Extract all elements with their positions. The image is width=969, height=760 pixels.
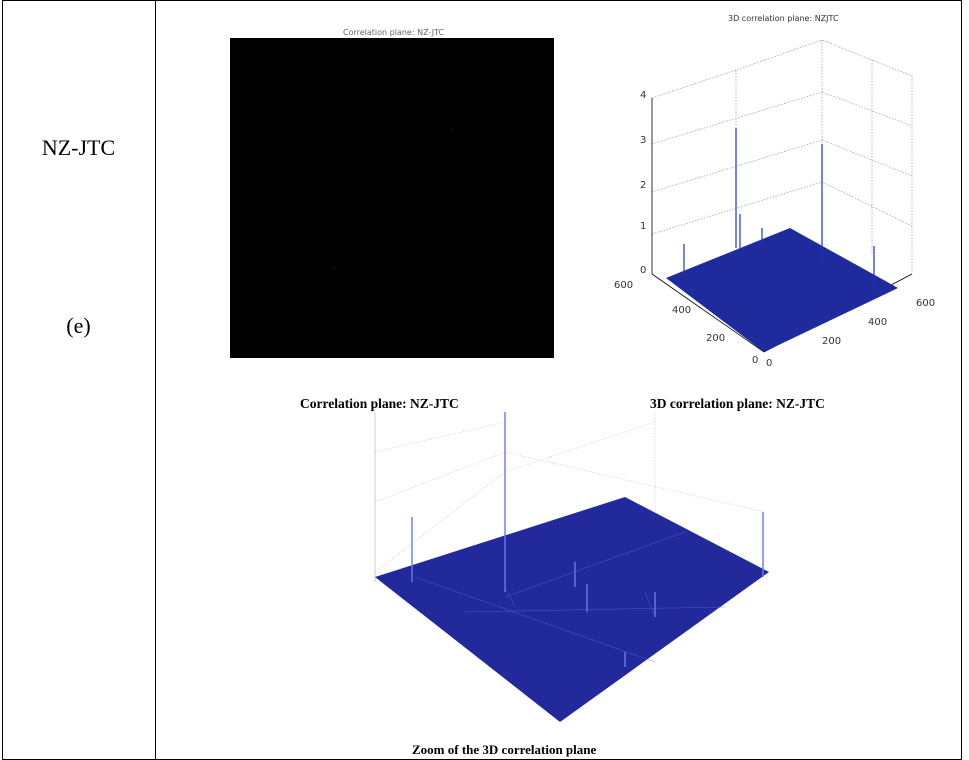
left-axis-tick: 0 (752, 355, 759, 366)
right-axis-tick: 600 (916, 298, 936, 309)
z-tick: 4 (640, 90, 647, 101)
left-axis-tick: 600 (614, 280, 634, 291)
figure-3d-title: 3D correlation plane: NZJTC (728, 14, 839, 23)
z-tick: 3 (640, 135, 647, 146)
z-tick: 2 (640, 180, 647, 191)
row-label: NZ-JTC (41, 135, 116, 160)
figure-2d-title: Correlation plane: NZ-JTC (343, 28, 445, 37)
figure-zoom-caption: Zoom of the 3D correlation plane (412, 742, 597, 757)
correlation-plane-2d-image (230, 38, 554, 358)
right-axis-tick: 400 (868, 317, 888, 328)
row-letter: (e) (66, 313, 91, 338)
correlation-plane-3d-plot (651, 39, 913, 353)
zoom-surface-plane (375, 497, 769, 722)
table-column-divider (155, 0, 156, 760)
left-axis-tick: 400 (672, 305, 692, 316)
z-tick: 0 (640, 265, 647, 276)
right-axis-tick: 0 (766, 358, 773, 369)
left-axis-tick: 200 (706, 333, 726, 344)
figure-2d-caption: Correlation plane: NZ-JTC (300, 396, 459, 411)
correlation-plane-zoom-plot (374, 412, 769, 722)
surface-plane (666, 228, 898, 352)
z-tick: 1 (640, 221, 647, 232)
figure-3d-caption: 3D correlation plane: NZ-JTC (650, 396, 825, 411)
right-axis-tick: 200 (822, 336, 842, 347)
